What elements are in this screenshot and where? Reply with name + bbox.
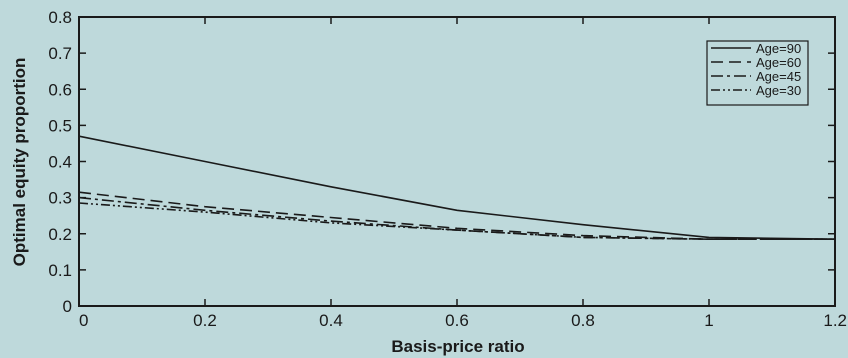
x-tick-label: 0 bbox=[79, 311, 88, 330]
legend-label: Age=45 bbox=[756, 69, 801, 84]
y-tick-label: 0.5 bbox=[48, 116, 72, 135]
legend-label: Age=90 bbox=[756, 41, 801, 56]
x-tick-label: 0.6 bbox=[445, 311, 469, 330]
plot-area bbox=[78, 16, 836, 307]
x-axis-title: Basis-price ratio bbox=[391, 337, 524, 356]
legend-label: Age=60 bbox=[756, 55, 801, 70]
y-tick-label: 0.7 bbox=[48, 44, 72, 63]
plot-frame bbox=[78, 16, 836, 307]
y-tick-label: 0.4 bbox=[48, 153, 72, 172]
y-tick-label: 0 bbox=[63, 297, 72, 316]
x-tick-label: 1 bbox=[704, 311, 713, 330]
y-axis-title: Optimal equity proportion bbox=[10, 58, 29, 267]
y-tick-label: 0.8 bbox=[48, 8, 72, 27]
x-tick-label: 0.8 bbox=[571, 311, 595, 330]
x-tick-label: 1.2 bbox=[823, 311, 847, 330]
axes: 0 0.1 0.2 0.3 0.4 0.5 0.6 0.7 0.8 0 0.2 0.4 0.6 0.8 1 1… bbox=[48, 8, 847, 330]
y-tick-label: 0.6 bbox=[48, 80, 72, 99]
legend-box bbox=[706, 40, 809, 106]
series-line-age-30 bbox=[78, 202, 835, 240]
series-layer bbox=[78, 135, 836, 240]
y-tick-label: 0.2 bbox=[48, 225, 72, 244]
legend-label: Age=30 bbox=[756, 83, 801, 98]
series-line-age-90 bbox=[78, 135, 836, 240]
series-line-age-60 bbox=[78, 191, 835, 240]
x-tick-label: 0.2 bbox=[193, 311, 217, 330]
series-line-age-45 bbox=[78, 196, 835, 240]
y-tick-label: 0.1 bbox=[48, 261, 72, 280]
x-tick-label: 0.4 bbox=[319, 311, 343, 330]
y-tick-label: 0.3 bbox=[48, 189, 72, 208]
